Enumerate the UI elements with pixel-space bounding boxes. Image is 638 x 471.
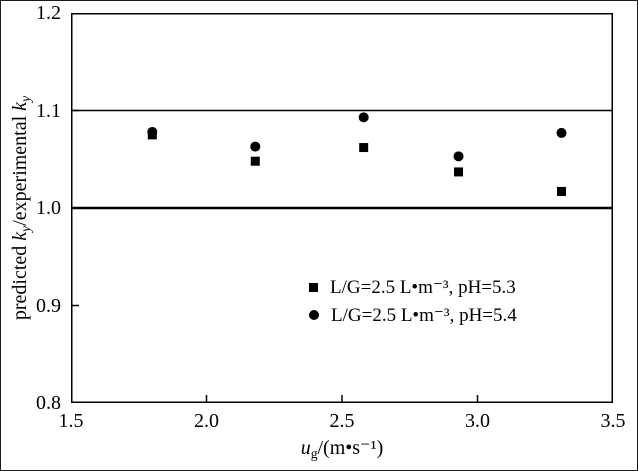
data-point-circle <box>556 127 567 138</box>
data-point-circle <box>358 112 369 123</box>
x-tick-label: 2.5 <box>329 410 355 432</box>
y-tick-label: 0.9 <box>36 294 61 317</box>
data-point-circle <box>250 141 261 152</box>
square-marker-icon <box>309 282 318 292</box>
data-point-circle <box>453 151 464 162</box>
data-point-square <box>359 143 369 153</box>
data-point-square <box>454 167 464 177</box>
legend-item-circles: L/G=2.5 L•m⁻³, pH=5.4 <box>309 301 517 329</box>
legend-label: L/G=2.5 L•m⁻³, pH=5.3 <box>330 276 516 298</box>
y-tick-label: 1.2 <box>36 2 61 24</box>
circle-marker-icon <box>309 310 319 320</box>
data-point-square <box>557 186 567 196</box>
x-tick-label: 1.5 <box>58 410 84 432</box>
plot-area <box>71 13 613 403</box>
y-tick-label: 1.1 <box>36 99 61 122</box>
legend: L/G=2.5 L•m⁻³, pH=5.3 L/G=2.5 L•m⁻³, pH=… <box>309 273 517 329</box>
data-point-circle <box>147 126 158 137</box>
x-tick-label: 3.0 <box>465 410 490 432</box>
x-tick-label: 2.0 <box>194 410 219 432</box>
x-tick-label: 3.5 <box>600 410 626 432</box>
x-axis-label: ug/(m•s⁻¹) <box>300 437 384 461</box>
data-point-square <box>250 156 260 166</box>
y-tick-label: 1.0 <box>36 197 61 219</box>
legend-label: L/G=2.5 L•m⁻³, pH=5.4 <box>331 304 517 326</box>
y-tick-label: 0.8 <box>36 392 61 414</box>
legend-item-squares: L/G=2.5 L•m⁻³, pH=5.3 <box>309 273 517 301</box>
